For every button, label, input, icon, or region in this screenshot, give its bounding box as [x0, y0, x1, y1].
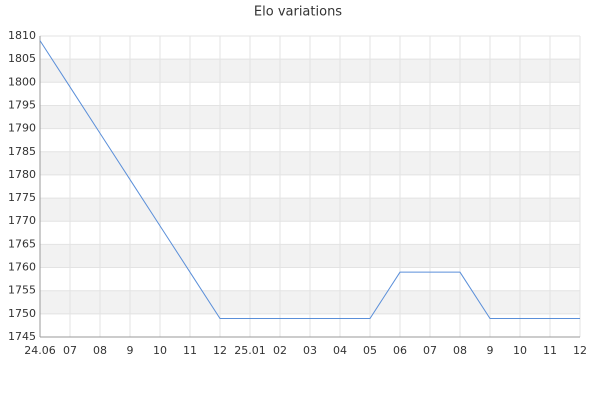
x-tick-label: 05: [363, 344, 377, 357]
y-tick-label: 1805: [8, 52, 36, 65]
y-tick-label: 1770: [8, 214, 36, 227]
y-tick-label: 1790: [8, 122, 36, 135]
x-tick-label: 9: [487, 344, 494, 357]
y-tick-label: 1780: [8, 168, 36, 181]
y-tick-label: 1775: [8, 191, 36, 204]
y-tick-label: 1800: [8, 75, 36, 88]
x-tick-label: 24.06: [24, 344, 56, 357]
x-tick-label: 11: [543, 344, 557, 357]
x-tick-label: 11: [183, 344, 197, 357]
x-tick-label: 10: [513, 344, 527, 357]
y-tick-label: 1745: [8, 330, 36, 343]
x-tick-label: 10: [153, 344, 167, 357]
x-tick-label: 06: [393, 344, 407, 357]
x-tick-label: 07: [423, 344, 437, 357]
y-tick-label: 1795: [8, 98, 36, 111]
x-tick-label: 25.01: [234, 344, 266, 357]
x-tick-label: 08: [93, 344, 107, 357]
y-tick-label: 1755: [8, 284, 36, 297]
y-tick-label: 1750: [8, 307, 36, 320]
chart-title: Elo variations: [254, 5, 342, 20]
x-tick-label: 04: [333, 344, 347, 357]
y-tick-label: 1765: [8, 237, 36, 250]
x-tick-label: 07: [63, 344, 77, 357]
x-tick-label: 08: [453, 344, 467, 357]
y-tick-label: 1785: [8, 145, 36, 158]
x-tick-label: 12: [573, 344, 587, 357]
line: [39, 40, 580, 319]
y-tick-label: 1810: [8, 29, 36, 42]
x-tick-label: 02: [273, 344, 287, 357]
y-tick-label: 1760: [8, 261, 36, 274]
x-tick-label: 03: [303, 344, 317, 357]
x-tick-label: 9: [127, 344, 134, 357]
x-tick-label: 12: [213, 344, 227, 357]
